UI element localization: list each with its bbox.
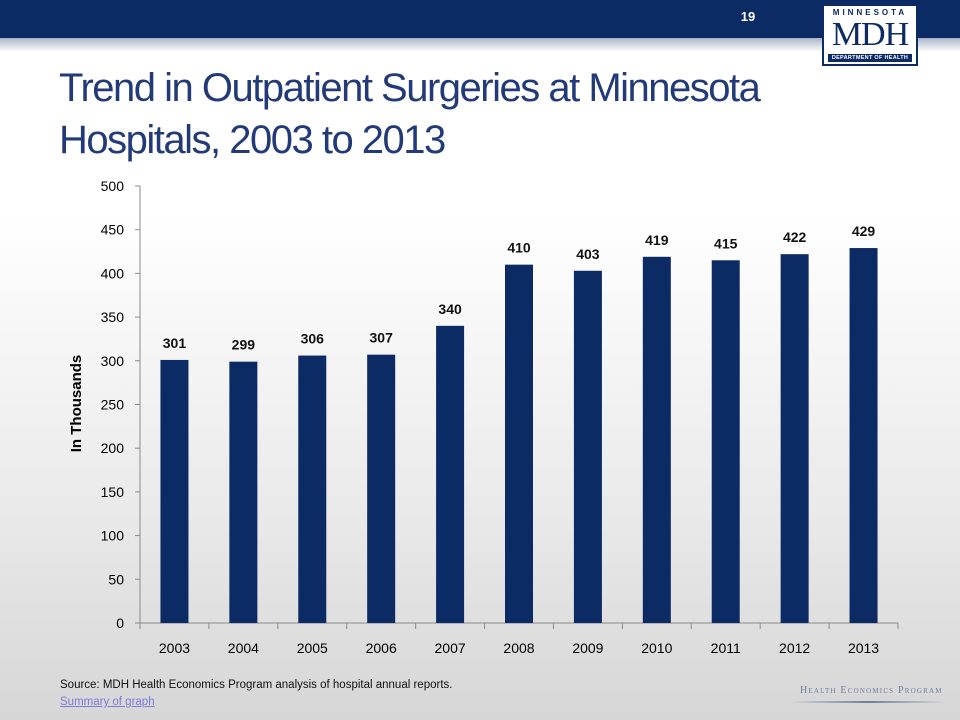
x-tick-label: 2008 [503, 640, 534, 656]
y-tick-label: 450 [101, 222, 125, 238]
x-tick-label: 2010 [641, 640, 672, 656]
y-tick-label: 150 [101, 484, 125, 500]
y-tick-label: 0 [116, 615, 124, 631]
source-note: Source: MDH Health Economics Program ana… [60, 679, 453, 691]
y-tick-label: 350 [101, 309, 125, 325]
data-label: 307 [370, 330, 394, 346]
x-tick-label: 2012 [779, 640, 810, 656]
bar [505, 264, 533, 623]
bar [229, 361, 258, 623]
bar [298, 355, 327, 623]
mdh-logo: MINNESOTA MDH DEPARTMENT OF HEALTH [822, 4, 918, 66]
y-tick-label: 200 [101, 440, 125, 456]
x-tick-label: 2006 [366, 640, 397, 656]
data-label: 301 [163, 335, 187, 351]
data-label: 419 [645, 232, 669, 248]
bar [711, 260, 740, 623]
x-tick-label: 2004 [228, 640, 259, 656]
data-label: 422 [783, 229, 807, 245]
data-label: 340 [438, 301, 462, 317]
x-tick-label: 2003 [159, 640, 190, 656]
x-tick-label: 2011 [711, 640, 741, 656]
mdh-logo-department: DEPARTMENT OF HEALTH [828, 54, 912, 62]
data-label: 415 [714, 235, 738, 251]
bar [160, 359, 189, 623]
x-tick-label: 2013 [848, 640, 879, 656]
data-label: 410 [507, 240, 531, 256]
bar [573, 270, 602, 623]
health-economics-program-logo: Health Economics Program [800, 685, 943, 696]
slide-title: Trend in Outpatient Surgeries at Minneso… [59, 66, 761, 162]
y-tick-label: 100 [101, 528, 125, 544]
y-tick-label: 50 [108, 571, 124, 587]
program-logo-rule [790, 701, 946, 703]
y-tick-label: 250 [101, 397, 125, 413]
data-label: 299 [232, 337, 256, 353]
x-tick-label: 2005 [297, 640, 328, 656]
header-shadow [0, 38, 960, 52]
bar [780, 254, 809, 623]
y-axis-title: In Thousands [68, 355, 85, 453]
data-label: 429 [852, 223, 876, 239]
bar [642, 256, 671, 623]
bar [367, 354, 396, 623]
data-label: 306 [301, 331, 325, 347]
x-tick-label: 2009 [572, 640, 603, 656]
x-tick-label: 2007 [435, 640, 466, 656]
data-label: 403 [576, 246, 600, 262]
bar [436, 325, 465, 623]
bar [849, 248, 878, 623]
y-tick-label: 300 [101, 353, 125, 369]
y-tick-label: 500 [101, 178, 125, 194]
mdh-logo-mark: MDH [831, 16, 909, 53]
slide-number: 19 [740, 9, 756, 24]
mdh-logo-state: MINNESOTA [832, 8, 908, 17]
header-bar [0, 0, 960, 38]
summary-of-graph-link[interactable]: Summary of graph [60, 696, 155, 708]
y-tick-label: 400 [101, 265, 125, 281]
